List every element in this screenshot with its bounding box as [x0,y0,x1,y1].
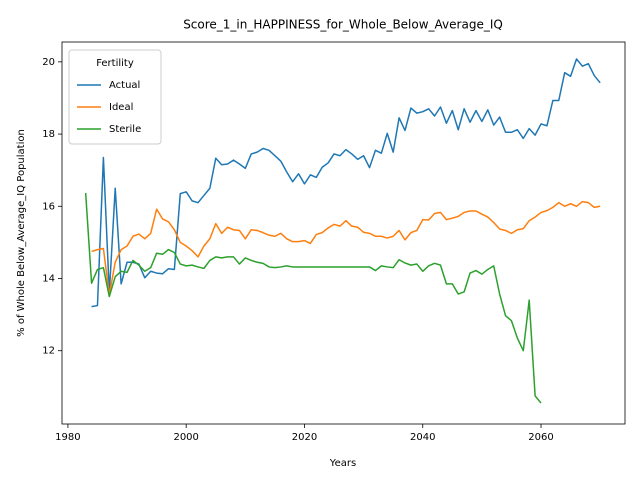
y-axis-label: % of Whole Below_Average_IQ Population [16,129,27,337]
y-tick-label: 12 [42,346,55,357]
chart-title: Score_1_in_HAPPINESS_for_Whole_Below_Ave… [183,18,503,32]
y-tick-label: 18 [42,129,55,140]
legend-label: Ideal [109,102,133,113]
axes-frame [61,41,626,425]
legend-label: Sterile [109,124,141,135]
line-series [84,192,542,404]
legend-box [68,49,162,145]
x-tick-label: 2040 [410,432,435,443]
x-tick-label: 2020 [292,432,317,443]
plot-area [84,58,601,404]
line-series [91,58,601,308]
x-tick-label: 2060 [528,432,553,443]
x-axis-label: Years [329,458,356,469]
legend-label: Actual [109,80,140,91]
line-series [91,200,601,296]
y-tick-label: 14 [42,273,55,284]
x-tick-label: 1980 [55,432,80,443]
y-tick-label: 16 [42,201,55,212]
legend: Fertility Actual Ideal Sterile [68,49,162,145]
x-tick-label: 2000 [173,432,198,443]
y-tick-label: 20 [42,57,55,68]
legend-title: Fertility [96,58,134,69]
